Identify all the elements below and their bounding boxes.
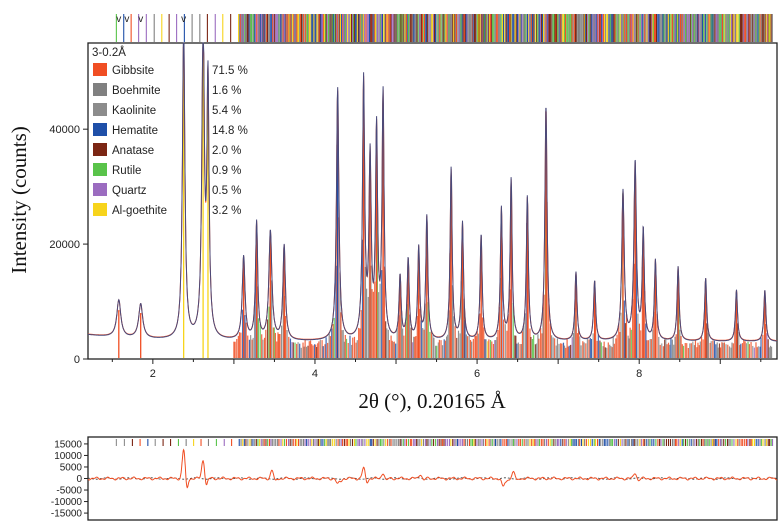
legend-swatch [93, 103, 107, 116]
legend-swatch [93, 83, 107, 96]
pattern-curves [87, 42, 778, 342]
main-diffraction-panel: 0 20000 40000 2 4 6 8 3-0.2Å Gibbsite 71.5 % Bo… [49, 42, 778, 380]
legend-phase-percent: 0.5 % [212, 185, 241, 197]
residual-y-tick-label: -10000 [51, 497, 83, 508]
observed-pattern-line [87, 42, 778, 342]
main-y-axis-ticks: 0 20000 40000 [49, 124, 88, 366]
legend-phase-name: Rutile [112, 165, 141, 177]
x-tick-label: 2 [150, 368, 156, 380]
legend-swatch [93, 163, 107, 176]
y-tick-label: 40000 [49, 124, 80, 136]
legend-phase-percent: 0.9 % [212, 165, 241, 177]
legend-phase-percent: 5.4 % [212, 105, 241, 117]
residual-y-tick-label: -15000 [51, 509, 83, 520]
legend-phase-name: Hematite [112, 125, 158, 137]
x-tick-label: 6 [474, 368, 480, 380]
marker-glyph: v [138, 14, 143, 25]
marker-glyph: v [124, 14, 129, 25]
legend-swatch [93, 63, 107, 76]
y-tick-label: 0 [74, 354, 80, 366]
phase-reflection-sticks [118, 43, 773, 358]
legend-phase-name: Al-goethite [112, 205, 167, 217]
phase-reflection-markers-residual [115, 439, 774, 446]
residual-curves [87, 448, 778, 489]
x-tick-label: 4 [312, 368, 318, 380]
marker-glyph: v [116, 14, 121, 25]
legend-phase-percent: 14.8 % [212, 125, 248, 137]
residual-y-tick-label: 0 [76, 474, 82, 485]
legend-phase-percent: 1.6 % [212, 85, 241, 97]
y-tick-label: 20000 [49, 239, 80, 251]
residual-zero-line [88, 477, 777, 480]
residual-y-tick-label: -5000 [56, 486, 82, 497]
legend-swatch [93, 203, 107, 216]
legend-swatch [93, 183, 107, 196]
legend-phase-name: Anatase [112, 145, 154, 157]
main-plot-frame [87, 42, 778, 360]
y-axis-label: Intensity (counts) [7, 126, 31, 274]
legend-rows: Gibbsite 71.5 % Boehmite 1.6 % Kaolinite 5.4 … [93, 63, 248, 217]
legend-title: 3-0.2Å [92, 46, 126, 59]
residual-y-tick-label: 10000 [54, 451, 82, 462]
legend-phase-percent: 71.5 % [212, 65, 248, 77]
residual-y-tick-label: 15000 [54, 439, 82, 450]
x-tick-label: 8 [636, 368, 642, 380]
x-axis-label: 2θ (°), 0.20165 Å [358, 389, 506, 413]
main-x-axis-ticks: 2 4 6 8 [111, 359, 762, 380]
legend-swatch [93, 143, 107, 156]
legend-phase-name: Boehmite [112, 85, 161, 97]
legend-phase-name: Quartz [112, 185, 147, 197]
legend-phase-percent: 3.2 % [212, 205, 241, 217]
legend-swatch [93, 123, 107, 136]
legend-phase-name: Gibbsite [112, 65, 154, 77]
residual-difference-line [87, 448, 778, 489]
legend-phase-percent: 2.0 % [212, 145, 241, 157]
residual-y-tick-label: 5000 [60, 462, 83, 473]
marker-glyph: v [181, 14, 186, 25]
legend-phase-name: Kaolinite [112, 105, 156, 117]
phase-legend: 3-0.2Å Gibbsite 71.5 % Boehmite 1.6 % Kaolin… [92, 46, 248, 217]
